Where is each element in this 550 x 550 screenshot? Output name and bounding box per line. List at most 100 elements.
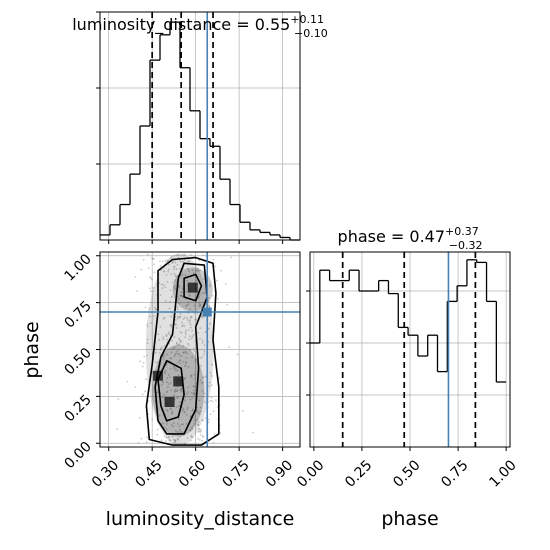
scatter-point (164, 372, 167, 375)
scatter-point (184, 376, 187, 379)
scatter-point (194, 360, 197, 363)
scatter-point (196, 424, 199, 426)
y-tick-labels-phase: 0.00 0.25 0.50 0.75 1.00 (61, 251, 94, 472)
scatter-point (178, 431, 181, 433)
scatter-point (187, 260, 190, 263)
scatter-point (194, 318, 197, 320)
scatter-point (181, 409, 184, 412)
scatter-point (201, 355, 204, 358)
scatter-point (197, 410, 200, 413)
scatter-point (165, 335, 168, 337)
scatter-point (197, 424, 200, 426)
scatter-point (136, 290, 138, 293)
scatter-point (197, 267, 200, 270)
scatter-point (162, 284, 165, 287)
scatter-point (179, 436, 181, 438)
scatter-point (198, 259, 201, 262)
scatter-point (179, 294, 182, 297)
scatter-point (166, 381, 168, 384)
hist-phase-quantiles (341, 252, 477, 447)
scatter-point (181, 325, 184, 328)
scatter-point (161, 383, 163, 386)
scatter-point (193, 392, 196, 394)
scatter-point (188, 293, 191, 296)
scatter-point (187, 366, 190, 368)
scatter-point (174, 388, 177, 391)
density-peak-3 (173, 376, 184, 387)
scatter-point (208, 385, 210, 388)
scatter-point (169, 367, 172, 370)
scatter-point (194, 340, 197, 343)
scatter-point (167, 268, 170, 271)
scatter-point (184, 364, 187, 367)
scatter-point (202, 381, 204, 384)
scatter-point (159, 294, 162, 296)
scatter-point (180, 294, 183, 297)
scatter-point (171, 281, 174, 283)
scatter-point (190, 337, 193, 340)
scatter-point (165, 364, 168, 367)
scatter-point (147, 267, 150, 270)
scatter-point (207, 304, 210, 307)
y-axis-label-phase: phase (21, 321, 43, 378)
scatter-point (166, 390, 169, 393)
scatter-point (192, 392, 195, 395)
scatter-point (195, 269, 198, 272)
scatter-point (171, 347, 174, 350)
scatter-point (186, 268, 189, 270)
scatter-point (162, 354, 165, 357)
scatter-point (203, 350, 206, 353)
scatter-point (204, 331, 207, 334)
scatter-point (181, 295, 183, 298)
scatter-point (173, 286, 176, 289)
scatter-point (159, 349, 162, 351)
scatter-point (209, 283, 211, 286)
scatter-point (170, 315, 173, 318)
scatter-point (159, 325, 162, 328)
scatter-point (174, 274, 177, 277)
truth-crosshair (100, 252, 300, 447)
scatter-point (171, 340, 173, 342)
scatter-point (174, 352, 177, 355)
scatter-point (178, 343, 181, 345)
scatter-point (208, 305, 211, 308)
hist-luminosity-distance-panel: luminosity_distance = 0.55+0.11 −0.10 (72, 11, 328, 244)
hist-luminosity-distance-ticks (96, 11, 284, 244)
scatter-point (140, 437, 143, 440)
scatter-point (166, 338, 169, 341)
scatter-point (201, 389, 204, 392)
title-phase-minus: −0.32 (449, 239, 483, 252)
scatter-point (212, 258, 215, 261)
scatter-point (191, 356, 194, 359)
scatter-point (197, 437, 199, 440)
contour-inner-2 (183, 273, 203, 302)
scatter-point (197, 420, 200, 423)
scatter-point (197, 296, 200, 299)
scatter-point (146, 436, 148, 439)
scatter-point (175, 390, 178, 392)
scatter-point (184, 331, 187, 334)
scatter-point (178, 418, 180, 420)
scatter-point (174, 323, 177, 326)
scatter-point (188, 270, 190, 272)
scatter-point (188, 338, 191, 341)
scatter-point (185, 422, 188, 425)
scatter-point (178, 302, 181, 304)
scatter-point (165, 423, 168, 425)
scatter-point (189, 348, 192, 351)
scatter-point (188, 294, 191, 297)
scatter-point (186, 317, 189, 320)
scatter-point (189, 323, 192, 326)
scatter-point (160, 346, 163, 349)
scatter-point (199, 357, 202, 359)
scatter-point (191, 436, 194, 439)
scatter-point (164, 286, 167, 289)
title-eq-2: = (386, 227, 410, 246)
scatter-point (159, 264, 162, 267)
scatter-point (180, 430, 183, 433)
title-phase-plus: +0.37 (445, 225, 479, 238)
scatter-point (161, 381, 164, 384)
contour-middle (154, 262, 208, 435)
scatter-point (171, 412, 173, 415)
scatter-point (176, 317, 179, 320)
